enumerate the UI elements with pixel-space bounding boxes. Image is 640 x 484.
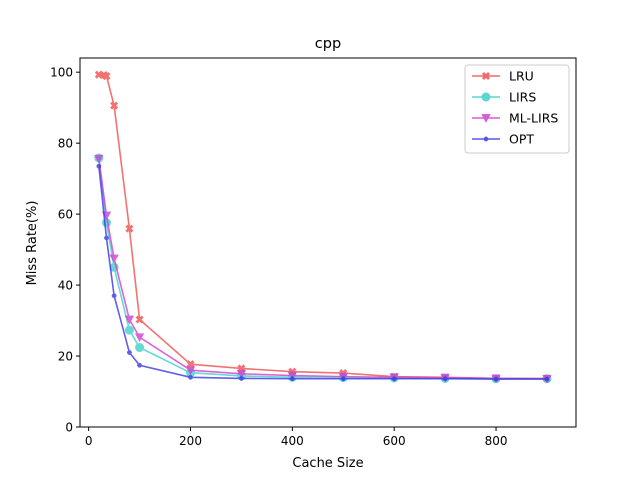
- data-point-opt: [188, 374, 193, 380]
- legend-label-ml-lirs: ML-LIRS: [509, 111, 558, 126]
- data-point-opt: [111, 293, 117, 299]
- y-tick-label: 100: [50, 66, 73, 80]
- legend-label-lirs: LIRS: [509, 90, 536, 105]
- x-tick-label: 200: [179, 434, 202, 448]
- data-point-ml-lirs: [185, 366, 196, 376]
- y-tick-label: 0: [65, 421, 73, 435]
- series-line-ml-lirs: [98, 158, 547, 380]
- axes-frame: [79, 57, 577, 428]
- legend: LRU LIRS ML-LIRS OPT: [464, 64, 570, 154]
- x-tick-label: 400: [281, 434, 304, 448]
- data-point-opt: [442, 376, 448, 382]
- data-point-lru: [102, 72, 111, 81]
- legend-label-lru: LRU: [509, 69, 534, 84]
- legend-label-opt: OPT: [509, 132, 534, 147]
- chart-title: cpp: [315, 36, 341, 52]
- data-point-opt: [340, 376, 346, 382]
- legend-marker: [481, 92, 491, 102]
- data-point-lru: [135, 315, 144, 324]
- series-ml-lirs: [94, 154, 552, 384]
- series-line-opt: [98, 166, 547, 380]
- legend-item-lru: [472, 71, 500, 81]
- data-point-lru: [186, 360, 195, 369]
- data-point-opt: [104, 235, 109, 241]
- legend-marker: [481, 114, 491, 123]
- legend-item-ml-lirs: [472, 114, 500, 123]
- legend-item-opt: [472, 136, 500, 142]
- data-point-opt: [544, 376, 550, 382]
- data-point-ml-lirs: [109, 254, 119, 264]
- series-line-lirs: [98, 157, 547, 380]
- data-point-opt: [239, 375, 244, 381]
- data-point-lru: [110, 101, 119, 110]
- y-tick-label: 80: [58, 137, 73, 151]
- x-tick-label: 600: [383, 434, 406, 448]
- data-point-ml-lirs: [134, 333, 145, 343]
- legend-marker: [483, 136, 489, 142]
- data-point-lirs: [124, 325, 134, 335]
- y-tick-label: 20: [58, 350, 73, 364]
- y-axis-label: Miss Rate(%): [25, 201, 40, 286]
- data-point-opt: [289, 376, 295, 382]
- legend-item-lirs: [472, 92, 500, 102]
- legend-marker: [481, 71, 491, 81]
- plot-area: [94, 70, 552, 384]
- y-tick-label: 60: [58, 208, 73, 222]
- data-point-opt: [126, 350, 132, 355]
- x-axis-label: Cache Size: [292, 456, 363, 471]
- series-opt: [96, 163, 550, 382]
- data-point-ml-lirs: [236, 369, 247, 379]
- data-point-opt: [96, 163, 102, 169]
- data-point-opt: [493, 376, 499, 382]
- x-axis: 0 200 400 600 800: [85, 427, 508, 448]
- y-axis: 0 20 40 60 80 100: [50, 66, 80, 435]
- data-point-lru: [125, 224, 134, 233]
- data-point-ml-lirs: [94, 154, 104, 164]
- y-tick-label: 40: [58, 279, 73, 293]
- data-point-ml-lirs: [124, 315, 135, 325]
- data-point-ml-lirs: [287, 371, 298, 381]
- x-tick-label: 0: [85, 434, 93, 448]
- data-point-opt: [137, 362, 142, 368]
- data-point-lirs: [135, 343, 145, 353]
- series-lirs: [94, 153, 552, 384]
- legend-frame: [464, 64, 570, 154]
- data-point-opt: [391, 376, 397, 382]
- x-tick-label: 800: [485, 434, 508, 448]
